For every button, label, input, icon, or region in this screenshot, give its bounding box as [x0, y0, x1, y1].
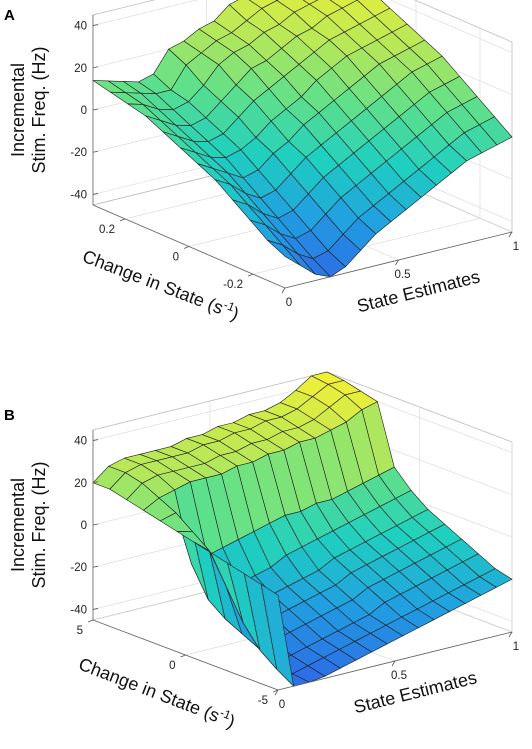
z-tick-label: -20 — [70, 562, 87, 574]
z-tick-label: 0 — [81, 520, 87, 532]
y-tick-mark — [272, 689, 279, 693]
x-axis-label: State Estimates — [352, 667, 479, 717]
y-tick-mark — [87, 619, 94, 623]
axes: -40 -20 0 20 40 0 0.5 1 -5 0 5 — [70, 430, 519, 711]
y-tick-label: 5 — [77, 625, 83, 637]
z-tick-label: -40 — [70, 604, 87, 616]
x-tick-label: 0.5 — [391, 670, 407, 682]
z-tick-label: -40 — [70, 189, 87, 201]
y-label-superscript: -1 — [218, 705, 233, 722]
y-label-main: Change in State (s — [80, 246, 226, 318]
y-tick-label: 0.2 — [99, 224, 115, 236]
z-tick-mark — [92, 565, 99, 568]
y-label-superscript: -1 — [222, 298, 237, 315]
x-tick-mark — [274, 689, 279, 696]
x-tick-mark — [281, 287, 286, 294]
z-tick-label: 20 — [74, 63, 87, 75]
y-tick-label: 0 — [169, 660, 175, 672]
z-tick-mark — [92, 193, 99, 195]
y-tick-label: -5 — [258, 695, 268, 707]
panel-letter-b: B — [4, 407, 15, 424]
y-tick-mark — [183, 246, 190, 249]
z-tick-mark — [92, 523, 99, 526]
surface-mesh — [91, 0, 513, 278]
z-tick-mark — [92, 66, 99, 69]
axes: -40 -20 0 20 40 0 0.5 1 -0.2 0 0.2 — [70, 15, 519, 309]
y-tick-mark — [119, 218, 126, 222]
y-axis-label: Change in State (s-1) — [76, 652, 239, 732]
surface-plot-a: -40 -20 0 20 40 0 0.5 1 -0.2 0 0.2 IncrementalStim.… — [4, 0, 519, 324]
y-tick-label: -0.2 — [223, 279, 243, 291]
z-tick-label: 40 — [74, 21, 87, 33]
z-gridline — [92, 0, 513, 53]
z-axis-label: IncrementalStim. Freq. (Hz) — [8, 46, 49, 173]
z-tick-mark — [92, 481, 99, 484]
z-label-line1: Incremental — [8, 478, 28, 572]
x-tick-label: 0 — [286, 297, 292, 309]
x-axis-label: State Estimates — [355, 266, 482, 316]
z-tick-mark — [92, 108, 99, 111]
x-tick-mark — [508, 631, 513, 638]
x-tick-mark — [391, 660, 396, 667]
y-tick-label: 0 — [173, 252, 179, 264]
x-tick-label: 1 — [513, 241, 519, 253]
x-tick-mark — [395, 259, 399, 266]
z-label-line2: Stim. Freq. (Hz) — [29, 461, 49, 588]
x-tick-label: 0.5 — [395, 269, 411, 281]
panel-letter-a: A — [4, 7, 15, 24]
x-tick-label: 0 — [279, 699, 285, 711]
x-tick-label: 1 — [513, 641, 519, 653]
z-label-line1: Incremental — [8, 63, 28, 157]
x-tick-mark — [508, 231, 513, 238]
z-label-line2: Stim. Freq. (Hz) — [29, 46, 49, 173]
z-tick-mark — [92, 150, 99, 153]
surface-patch — [267, 240, 301, 266]
y-tick-mark — [180, 654, 186, 658]
z-tick-label: 20 — [74, 478, 87, 490]
z-tick-mark — [92, 439, 99, 441]
z-axis-label: IncrementalStim. Freq. (Hz) — [8, 461, 49, 588]
y-label-main: Change in State (s — [76, 654, 222, 726]
surface-plot-b: -40 -20 0 20 40 0 0.5 1 -5 0 5 IncrementalStim. Fre… — [4, 371, 519, 732]
z-tick-label: 40 — [74, 436, 87, 448]
surface-mesh — [92, 371, 513, 688]
z-tick-label: -20 — [70, 147, 87, 159]
y-axis-label: Change in State (s-1) — [80, 244, 243, 324]
z-tick-label: 0 — [81, 105, 87, 117]
y-tick-mark — [247, 273, 254, 277]
z-tick-mark — [92, 608, 99, 610]
z-tick-mark — [92, 24, 99, 26]
